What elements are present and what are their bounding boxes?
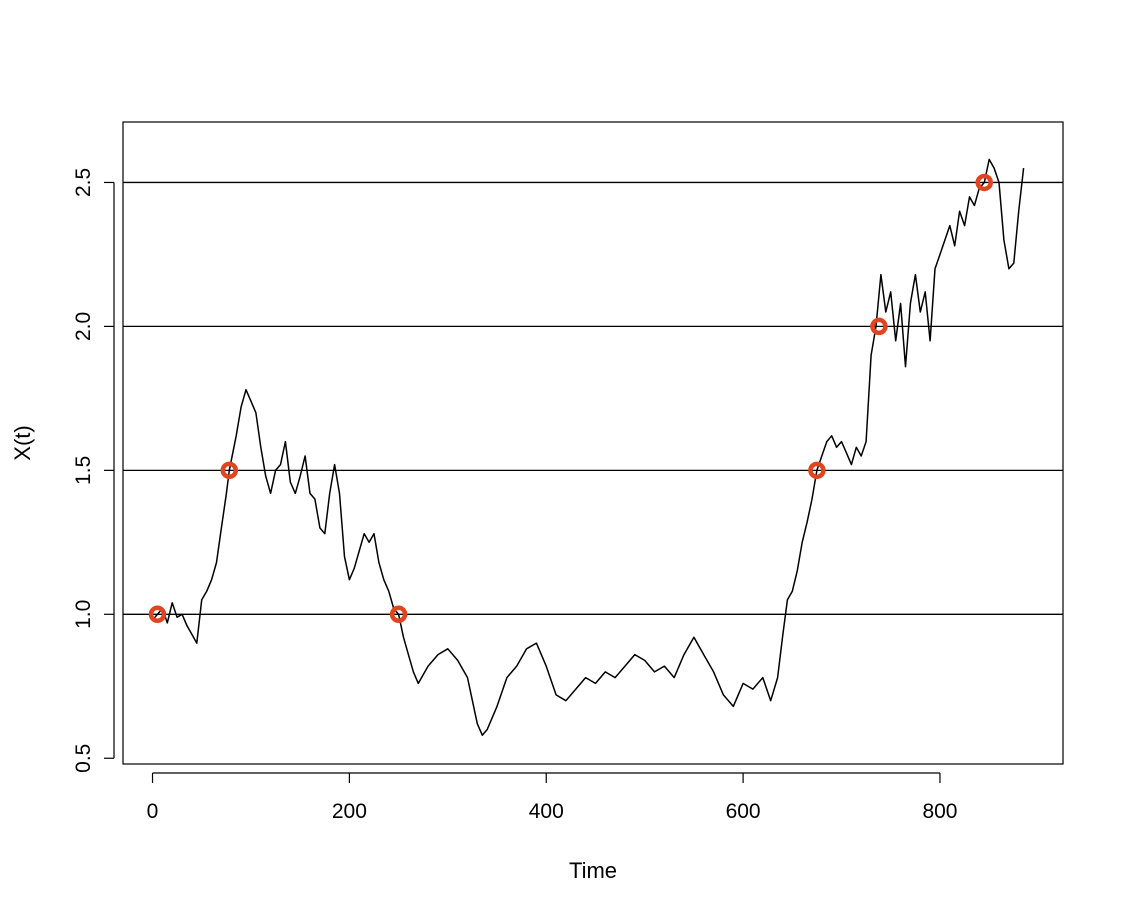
crossing-marker-4 [870,317,888,336]
crossing-marker-3 [808,461,826,480]
series-layer [151,158,1025,736]
y-tick-label-2: 1.5 [72,456,95,485]
series-line-0 [151,158,1025,736]
y-tick-label-3: 2.0 [72,312,95,341]
y-tick-label-0: 0.5 [72,744,95,773]
crossing-marker-1 [220,461,239,480]
y-axis: 0.5 1.0 1.5 2.0 2.5 [72,168,115,773]
x-tick-label-4: 800 [922,800,957,823]
plot-frame [122,121,1064,765]
crossing-marker-5 [975,173,994,192]
y-axis-label: X(t) [10,425,35,460]
x-axis-label: Time [569,858,617,883]
y-tick-label-4: 2.5 [72,168,95,197]
x-tick-label-2: 400 [529,800,564,823]
crossing-marker-2 [389,605,408,624]
x-tick-label-3: 600 [726,800,761,823]
reference-lines [123,181,1063,615]
x-tick-label-1: 200 [332,800,367,823]
x-tick-label-0: 0 [147,800,159,823]
marker-layer [148,173,994,624]
crossing-marker-0 [148,605,167,624]
y-tick-label-1: 1.0 [72,600,95,629]
x-axis: 0 200 400 600 800 [147,772,957,823]
